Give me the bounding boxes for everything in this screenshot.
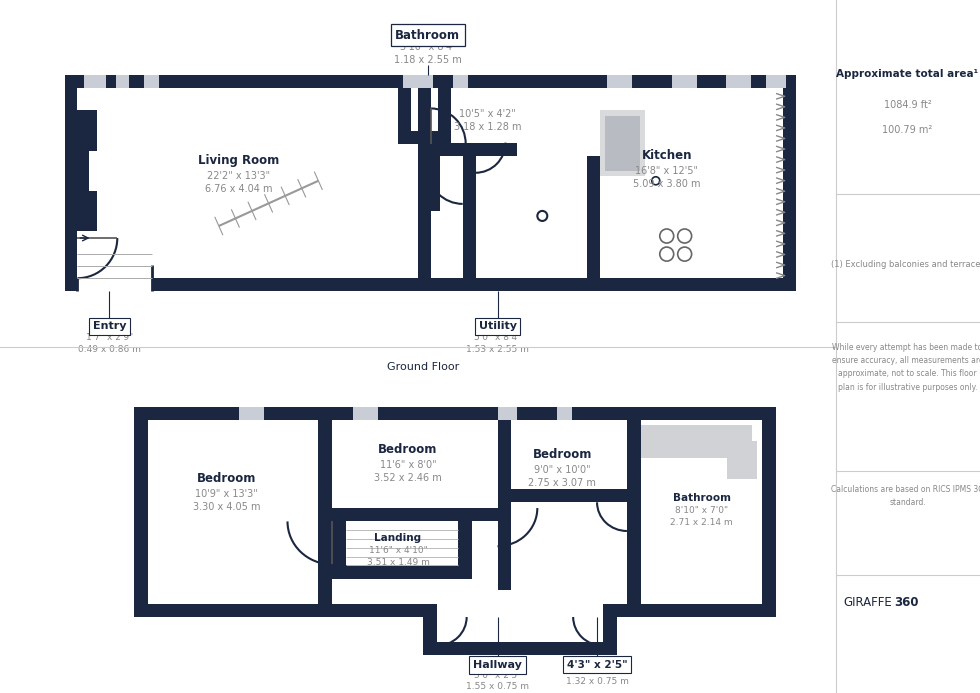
- Bar: [726, 76, 752, 89]
- Bar: [627, 420, 641, 604]
- Bar: [77, 150, 89, 191]
- Bar: [77, 191, 97, 231]
- Bar: [498, 489, 641, 502]
- Bar: [423, 604, 617, 656]
- Bar: [398, 89, 411, 143]
- Bar: [134, 604, 776, 617]
- Bar: [332, 565, 471, 579]
- Text: 1'7" x 2'9"
0.49 x 0.86 m: 1'7" x 2'9" 0.49 x 0.86 m: [77, 333, 141, 354]
- Bar: [603, 604, 617, 656]
- Bar: [453, 76, 467, 89]
- Text: 11'6" x 8'0"
3.52 x 2.46 m: 11'6" x 8'0" 3.52 x 2.46 m: [374, 460, 442, 483]
- Text: Landing: Landing: [374, 533, 421, 543]
- Bar: [134, 407, 776, 420]
- Bar: [117, 76, 129, 89]
- Bar: [783, 76, 796, 291]
- Bar: [403, 76, 433, 89]
- Text: Ground Floor: Ground Floor: [387, 362, 459, 371]
- Text: Bathroom: Bathroom: [395, 28, 461, 42]
- Bar: [766, 76, 786, 89]
- Text: 10'5" x 4'2"
3.18 x 1.28 m: 10'5" x 4'2" 3.18 x 1.28 m: [454, 109, 521, 132]
- Bar: [353, 407, 378, 420]
- Text: (1) Excluding balconies and terraces: (1) Excluding balconies and terraces: [830, 260, 980, 269]
- Bar: [605, 116, 640, 170]
- Text: Bedroom: Bedroom: [197, 472, 257, 485]
- Text: 360: 360: [894, 596, 918, 609]
- Bar: [558, 407, 572, 420]
- Text: 4'3" x 2'5": 4'3" x 2'5": [566, 660, 627, 670]
- Bar: [437, 590, 603, 642]
- Bar: [84, 76, 107, 89]
- Text: Bathroom: Bathroom: [672, 493, 730, 502]
- Text: 5'0" x 8'4"
1.53 x 2.55 m: 5'0" x 8'4" 1.53 x 2.55 m: [466, 333, 529, 354]
- Bar: [431, 156, 440, 211]
- Bar: [144, 76, 159, 89]
- Bar: [607, 76, 632, 89]
- Bar: [65, 76, 77, 291]
- Bar: [134, 407, 148, 617]
- Bar: [239, 407, 264, 420]
- Bar: [437, 604, 603, 617]
- Text: Bedroom: Bedroom: [378, 444, 438, 456]
- Text: Utility: Utility: [478, 322, 516, 331]
- Text: 11'6" x 4'10"
3.51 x 1.49 m: 11'6" x 4'10" 3.51 x 1.49 m: [367, 546, 429, 567]
- Bar: [498, 420, 512, 604]
- Text: Approximate total area¹: Approximate total area¹: [836, 69, 979, 79]
- Bar: [332, 521, 346, 579]
- Text: 9'0" x 10'0"
2.75 x 3.07 m: 9'0" x 10'0" 2.75 x 3.07 m: [528, 465, 596, 488]
- Text: 1.32 x 0.75 m: 1.32 x 0.75 m: [565, 676, 628, 685]
- Bar: [498, 407, 517, 420]
- Text: Hallway: Hallway: [473, 660, 522, 670]
- Text: 22'2" x 13'3"
6.76 x 4.04 m: 22'2" x 13'3" 6.76 x 4.04 m: [205, 171, 272, 195]
- Bar: [318, 508, 512, 521]
- Bar: [463, 156, 475, 278]
- Bar: [398, 130, 451, 143]
- Text: 10'9" x 13'3"
3.30 x 4.05 m: 10'9" x 13'3" 3.30 x 4.05 m: [193, 489, 261, 512]
- Bar: [600, 110, 645, 176]
- Text: 3'10" x 8'4"
1.18 x 2.55 m: 3'10" x 8'4" 1.18 x 2.55 m: [394, 42, 462, 65]
- Bar: [671, 76, 697, 89]
- Bar: [77, 278, 152, 291]
- Text: Entry: Entry: [92, 322, 126, 331]
- Text: Bedroom: Bedroom: [532, 448, 592, 461]
- Bar: [641, 425, 753, 458]
- Text: 1084.9 ft²: 1084.9 ft²: [884, 100, 931, 110]
- Text: While every attempt has been made to
ensure accuracy, all measurements are
appro: While every attempt has been made to ens…: [832, 343, 980, 392]
- Bar: [423, 642, 617, 656]
- Text: Living Room: Living Room: [198, 155, 279, 167]
- Bar: [587, 156, 600, 278]
- Bar: [727, 441, 758, 480]
- Text: Calculations are based on RICS IPMS 3C
standard.: Calculations are based on RICS IPMS 3C s…: [831, 485, 980, 507]
- Text: 16'8" x 12'5"
5.09 x 3.80 m: 16'8" x 12'5" 5.09 x 3.80 m: [633, 166, 701, 189]
- Bar: [65, 76, 796, 89]
- Bar: [423, 604, 437, 656]
- Bar: [417, 89, 431, 278]
- Bar: [65, 76, 77, 291]
- Bar: [762, 407, 776, 617]
- Text: 100.79 m²: 100.79 m²: [882, 125, 933, 134]
- Text: 5'0" x 2'5"
1.55 x 0.75 m: 5'0" x 2'5" 1.55 x 0.75 m: [466, 671, 529, 692]
- Text: 8'10" x 7'0"
2.71 x 2.14 m: 8'10" x 7'0" 2.71 x 2.14 m: [670, 507, 733, 527]
- Text: Kitchen: Kitchen: [642, 149, 692, 162]
- Bar: [77, 110, 97, 150]
- Bar: [458, 521, 471, 579]
- Bar: [318, 420, 332, 604]
- Bar: [438, 89, 451, 143]
- Bar: [417, 143, 517, 156]
- Text: GIRAFFE: GIRAFFE: [843, 596, 892, 609]
- Bar: [65, 278, 796, 291]
